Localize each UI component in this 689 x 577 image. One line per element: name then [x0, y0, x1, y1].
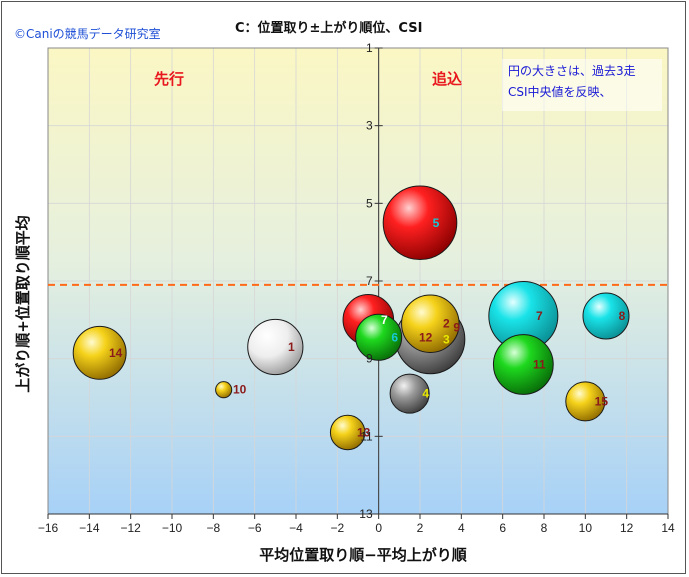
y-tick-label: 9: [366, 352, 373, 366]
x-tick-label: 12: [620, 521, 634, 535]
bubble-label-8: 8: [619, 309, 626, 323]
chart-title: C：位置取り±上がり順位、CSI: [235, 20, 422, 36]
x-tick-label: −14: [79, 521, 100, 535]
bubble-10: [215, 381, 233, 399]
x-tick-label: −4: [289, 521, 303, 535]
note-line-2: CSI中央値を反映、: [508, 84, 612, 99]
x-tick-label: 6: [499, 521, 506, 535]
y-tick-label: 11: [360, 429, 373, 443]
x-tick-label: 4: [458, 521, 465, 535]
bubble-label-6: 6: [391, 330, 398, 344]
bubble-label-4: 4: [422, 387, 429, 401]
axes: [47, 47, 669, 519]
bubble-14: [72, 325, 127, 380]
bubble-label-9: 9: [453, 321, 460, 335]
bubble-label-5: 5: [433, 216, 440, 230]
y-tick-label: 5: [366, 196, 373, 210]
bubble-label-7: 7: [536, 309, 543, 323]
bubble-11: [492, 334, 554, 395]
y-tick-label: 7: [366, 274, 373, 288]
x-tick-label: −8: [206, 521, 220, 535]
region-label-right: 追込: [432, 70, 462, 88]
x-tick-labels: −16 −14 −12 −10 −8 −6 −4 −2 0 2 4 6 8 10 12 14: [38, 521, 675, 535]
x-axis-label: 平均位置取り順−平均上がり順: [259, 546, 468, 564]
bubble-1: [247, 318, 304, 376]
bubble-label-15: 15: [595, 394, 609, 408]
x-tick-label: −16: [38, 521, 59, 535]
x-tick-label: 10: [579, 521, 593, 535]
bubble-label-14: 14: [109, 346, 123, 360]
bubble-13: [329, 414, 366, 451]
y-tick-label: 1: [366, 41, 373, 55]
x-tick-label: 2: [417, 521, 424, 535]
bubble-15: [565, 381, 606, 422]
y-axis-label: 上がり順+位置取り順平均: [14, 215, 32, 393]
bubbles: [72, 185, 630, 451]
bubble-label-12: 12: [419, 330, 433, 344]
bubble-label-13: 13: [357, 425, 371, 439]
bubble-2: [401, 294, 460, 353]
note-line-1: 円の大きさは、過去3走: [508, 64, 636, 78]
copyright-text: ©Caniの競馬データ研究室: [14, 26, 161, 41]
x-tick-label: 0: [375, 521, 382, 535]
bubble-label-11: 11: [533, 357, 546, 371]
bubble-4: [389, 373, 430, 414]
bubble-label-3: 3: [443, 332, 450, 346]
x-tick-label: 14: [661, 521, 675, 535]
x-tick-label: −10: [162, 521, 183, 535]
region-label-left: 先行: [154, 70, 184, 88]
bubble-label-1: 1: [288, 340, 295, 354]
bubble-label-2: 2: [443, 317, 450, 331]
y-tick-label: 3: [366, 119, 373, 133]
bubble-5: [382, 185, 458, 261]
x-tick-label: −6: [248, 521, 262, 535]
bubble-label-7: 7: [381, 313, 388, 327]
bubble-8: [582, 292, 630, 340]
x-tick-label: −12: [120, 521, 141, 535]
x-tick-label: 8: [541, 521, 548, 535]
bubble-6: [355, 313, 403, 361]
y-tick-label: 13: [359, 507, 373, 521]
bubble-label-10: 10: [233, 383, 247, 397]
note-box: [502, 59, 662, 111]
x-tick-label: −2: [330, 521, 344, 535]
